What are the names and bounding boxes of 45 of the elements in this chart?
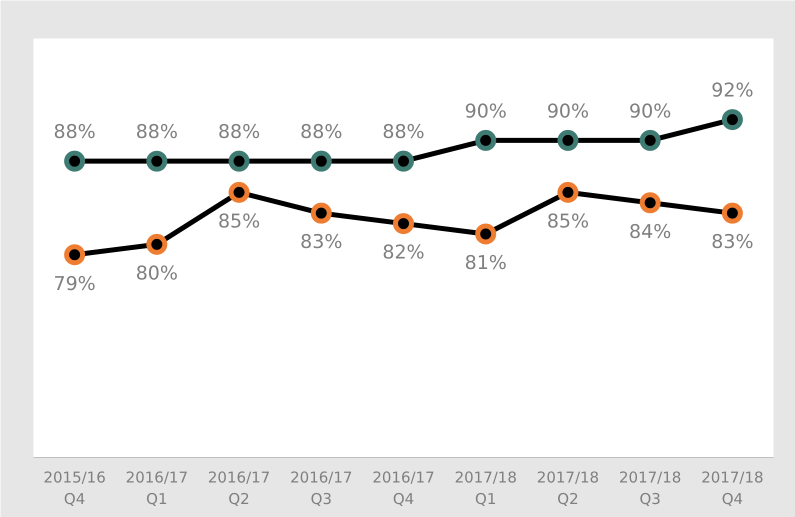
point	[722, 109, 743, 130]
x-tick-label: 2015/16 Q4	[43, 468, 106, 508]
data-label: 83%	[711, 231, 754, 254]
point	[64, 244, 86, 266]
x-tick-label: 2016/17 Q2	[208, 468, 270, 508]
data-label: 90%	[464, 100, 507, 122]
point	[722, 202, 743, 224]
data-label: 88%	[136, 121, 178, 144]
x-tick-label: 2017/18 Q4	[701, 468, 764, 508]
data-label: 88%	[218, 121, 260, 144]
data-label: 82%	[382, 242, 425, 264]
point	[228, 150, 250, 172]
point	[393, 213, 414, 234]
point	[146, 150, 168, 172]
point	[640, 192, 661, 214]
x-tick-label: 2017/18 Q3	[619, 468, 682, 508]
data-label: 88%	[382, 121, 425, 144]
data-label: 83%	[300, 231, 342, 254]
data-label: 88%	[53, 121, 96, 144]
point	[393, 150, 414, 172]
data-label: 88%	[300, 121, 342, 144]
data-label: 90%	[629, 100, 672, 122]
x-tick-label: 2016/17 Q4	[372, 468, 435, 508]
data-label: 79%	[53, 272, 96, 295]
data-label: 80%	[136, 262, 178, 284]
point	[557, 182, 578, 203]
point	[310, 202, 332, 224]
data-label: 85%	[546, 210, 590, 232]
x-tick-label: 2016/17 Q3	[290, 468, 352, 508]
point	[475, 223, 496, 244]
point	[640, 130, 661, 151]
point	[310, 150, 332, 172]
data-label: 92%	[711, 80, 754, 102]
point	[557, 130, 578, 151]
point	[64, 150, 86, 172]
x-tick-label: 2016/17 Q1	[126, 468, 188, 508]
data-label: 84%	[629, 220, 672, 243]
point	[228, 182, 250, 203]
point	[475, 130, 496, 151]
point	[146, 234, 168, 255]
data-label: 85%	[218, 210, 260, 232]
x-tick-label: 2017/18 Q2	[536, 468, 600, 508]
data-label: 81%	[464, 252, 507, 274]
x-tick-label: 2017/18 Q1	[454, 468, 517, 508]
data-label: 90%	[546, 100, 590, 122]
